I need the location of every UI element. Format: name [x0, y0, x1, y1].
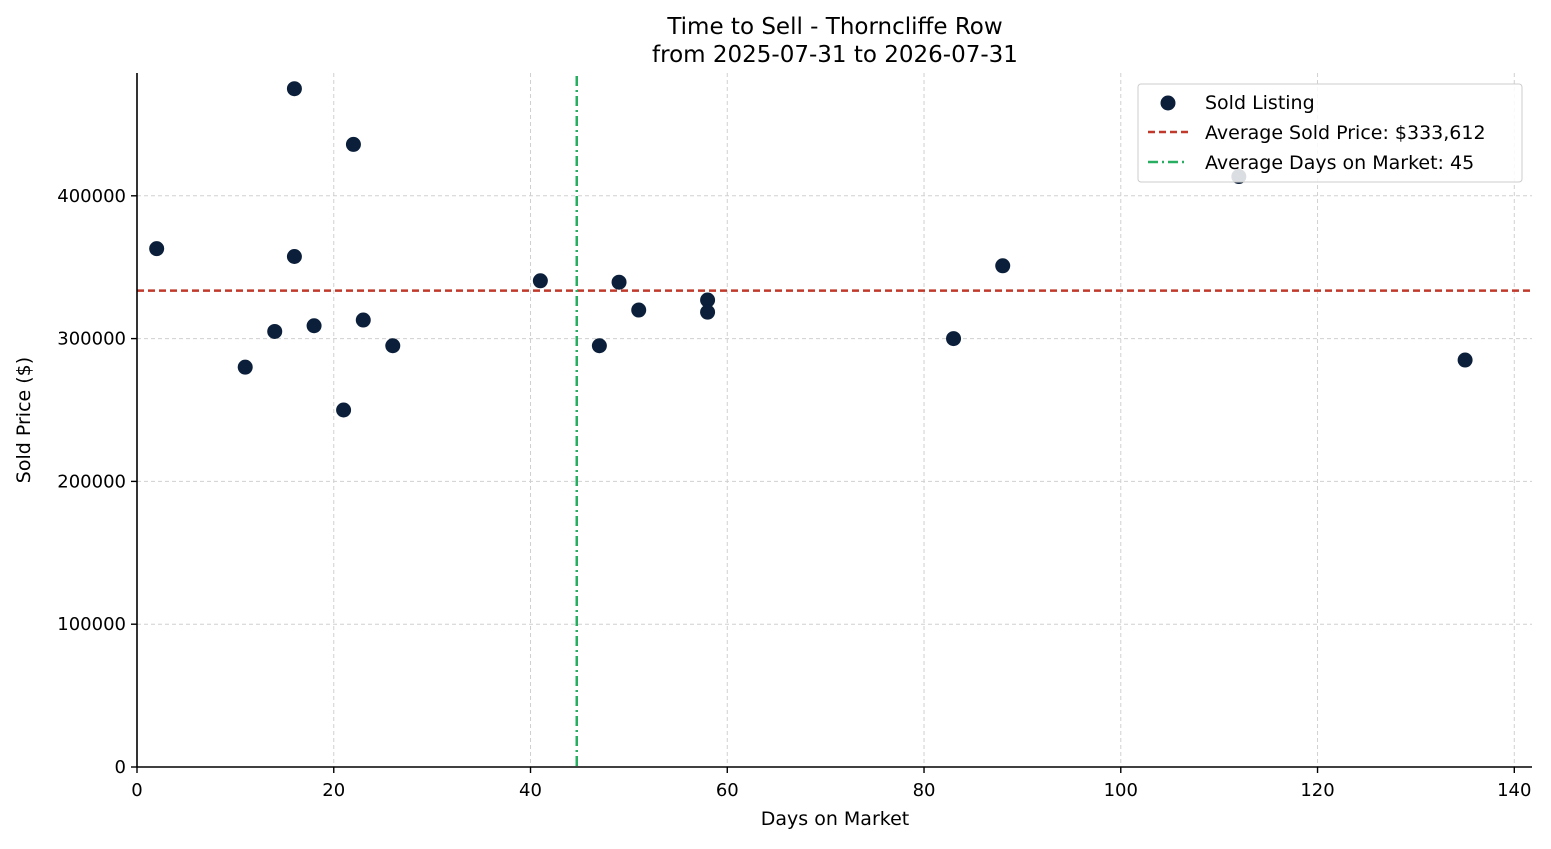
legend-marker-sold-listing	[1160, 95, 1176, 111]
chart-title: Time to Sell - Thorncliffe Row	[666, 14, 1002, 40]
sold-listing-point	[700, 292, 716, 308]
sold-listing-point	[631, 302, 647, 318]
data-points	[149, 81, 1473, 418]
x-axis-ticks: 0 20 40 60 80 100 120 140	[131, 767, 1531, 801]
y-axis-ticks: 0 100000 200000 300000 400000	[57, 186, 137, 778]
x-tick-label: 20	[322, 780, 345, 801]
sold-listing-point	[336, 402, 352, 418]
x-tick-label: 0	[131, 780, 142, 801]
sold-listing-point	[237, 359, 253, 375]
sold-listing-point	[267, 323, 283, 339]
x-tick-label: 120	[1300, 780, 1334, 801]
reference-lines	[137, 76, 1532, 767]
y-axis-label: Sold Price ($)	[13, 357, 35, 483]
sold-listing-point	[532, 273, 548, 289]
sold-listing-point	[355, 312, 371, 328]
chart-subtitle: from 2025-07-31 to 2026-07-31	[652, 42, 1018, 68]
axes	[136, 73, 1532, 768]
sold-listing-point	[286, 248, 302, 264]
sold-listing-point	[286, 81, 302, 97]
legend-box	[1137, 83, 1523, 183]
x-tick-label: 140	[1497, 780, 1531, 801]
y-tick-label: 200000	[57, 471, 126, 492]
x-axis-label: Days on Market	[761, 808, 909, 830]
legend: Sold Listing Average Sold Price: $333,61…	[1137, 83, 1523, 183]
x-tick-label: 80	[913, 780, 936, 801]
sold-listing-point	[946, 331, 962, 347]
sold-listing-point	[1457, 352, 1473, 368]
grid	[137, 73, 1532, 767]
legend-label-average-price: Average Sold Price: $333,612	[1205, 122, 1486, 144]
sold-listing-point	[591, 338, 607, 354]
sold-listing-point	[345, 136, 361, 152]
y-tick-label: 100000	[57, 614, 126, 635]
sold-listing-point	[611, 274, 627, 290]
x-tick-label: 100	[1104, 780, 1138, 801]
y-tick-label: 300000	[57, 329, 126, 350]
y-tick-label: 400000	[57, 186, 126, 207]
legend-label-sold-listing: Sold Listing	[1205, 92, 1315, 114]
x-tick-label: 40	[519, 780, 542, 801]
sold-listing-point	[385, 338, 401, 354]
x-tick-label: 60	[716, 780, 739, 801]
sold-listing-point	[995, 258, 1011, 274]
legend-label-average-days: Average Days on Market: 45	[1205, 152, 1474, 174]
sold-listing-point	[306, 318, 322, 334]
sold-listing-point	[700, 304, 716, 320]
sold-listing-point	[149, 241, 165, 257]
y-tick-label: 0	[115, 757, 126, 778]
